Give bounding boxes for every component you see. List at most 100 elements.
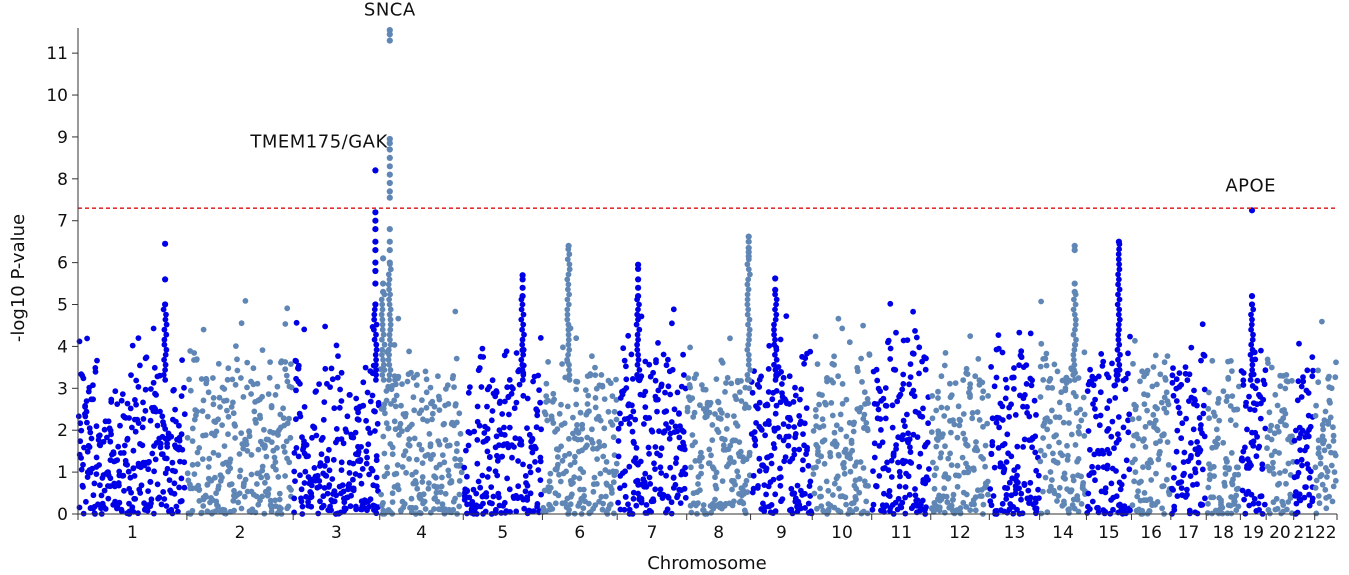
snp-point xyxy=(297,472,303,479)
snp-point xyxy=(438,483,445,490)
snp-point xyxy=(117,422,123,429)
snp-point xyxy=(1087,446,1093,453)
snp-point xyxy=(896,393,902,400)
snp-point xyxy=(1248,462,1254,469)
snp-point xyxy=(705,460,712,467)
snp-point xyxy=(324,455,330,462)
snp-point xyxy=(97,482,103,489)
peak-point xyxy=(372,280,379,287)
snp-point xyxy=(227,456,234,463)
snp-point xyxy=(886,488,893,494)
snp-point xyxy=(1240,370,1247,376)
snp-point xyxy=(313,432,320,439)
snp-point xyxy=(1296,491,1303,498)
gene-annotation: SNCA xyxy=(364,0,416,20)
x-tick-label: 4 xyxy=(416,523,427,543)
snp-point xyxy=(350,460,357,467)
snp-point xyxy=(1090,401,1096,407)
snp-point xyxy=(1283,480,1289,487)
y-tick-label: 3 xyxy=(57,379,68,399)
snp-point xyxy=(161,341,168,348)
snp-point xyxy=(120,450,127,456)
snp-point xyxy=(633,321,640,328)
snp-point xyxy=(1249,361,1256,368)
snp-point xyxy=(874,377,881,384)
snp-point xyxy=(163,311,169,318)
snp-point xyxy=(636,367,643,373)
snp-point xyxy=(804,444,810,451)
chromosome-12-points xyxy=(928,333,991,517)
snp-point xyxy=(1223,398,1230,404)
snp-point xyxy=(1071,311,1078,318)
snp-point xyxy=(139,424,146,431)
snp-point xyxy=(698,449,704,456)
snp-point xyxy=(1012,412,1019,418)
peak-point xyxy=(372,267,379,275)
snp-point xyxy=(162,426,169,432)
snp-point xyxy=(464,487,470,494)
snp-point xyxy=(674,389,681,396)
snp-point xyxy=(597,470,604,477)
snp-point xyxy=(476,422,483,429)
snp-point xyxy=(864,425,871,432)
snp-point xyxy=(1116,276,1122,283)
peak-point xyxy=(519,276,526,283)
snp-point xyxy=(685,375,692,381)
snp-point xyxy=(1047,375,1054,382)
snp-point xyxy=(800,431,806,437)
snp-point xyxy=(1246,393,1252,400)
snp-point xyxy=(1125,429,1132,436)
snp-point xyxy=(777,474,784,481)
snp-point xyxy=(914,497,921,503)
snp-point xyxy=(945,455,952,462)
snp-point xyxy=(902,484,909,490)
snp-point xyxy=(910,308,916,315)
snp-point xyxy=(1050,450,1056,457)
chromosome-11-points xyxy=(869,300,932,517)
y-tick-label: 4 xyxy=(57,337,68,357)
snp-point xyxy=(1001,441,1008,447)
snp-point xyxy=(1060,419,1067,426)
snp-point xyxy=(1023,362,1030,368)
snp-point xyxy=(865,400,871,406)
peak-point xyxy=(386,31,393,38)
snp-point xyxy=(896,468,903,475)
snp-point xyxy=(1316,500,1323,507)
snp-point xyxy=(1070,331,1077,338)
snp-point xyxy=(861,389,868,396)
snp-point xyxy=(380,433,387,440)
snp-point xyxy=(1003,459,1010,465)
snp-point xyxy=(814,505,820,512)
peak-chr7 xyxy=(633,261,643,383)
snp-point xyxy=(412,505,419,511)
snp-point xyxy=(1116,341,1123,348)
snp-point xyxy=(993,374,1000,381)
chromosome-5-points xyxy=(461,335,544,517)
snp-point xyxy=(1116,261,1122,268)
snp-point xyxy=(821,460,828,467)
snp-point xyxy=(457,430,464,437)
snp-point xyxy=(1056,484,1063,491)
snp-point xyxy=(125,468,132,475)
snp-point xyxy=(1104,462,1111,469)
snp-point xyxy=(744,291,751,298)
snp-point xyxy=(215,360,222,367)
snp-point xyxy=(448,478,455,484)
snp-point xyxy=(682,494,689,501)
snp-point xyxy=(1222,471,1229,477)
snp-point xyxy=(634,372,640,378)
peak-point xyxy=(372,226,379,233)
snp-point xyxy=(926,466,932,472)
snp-point xyxy=(1249,367,1256,373)
snp-point xyxy=(541,487,548,494)
snp-point xyxy=(255,446,262,453)
snp-point xyxy=(1267,427,1273,434)
peak-point xyxy=(380,280,387,287)
snp-point xyxy=(617,410,623,417)
snp-point xyxy=(150,325,157,332)
snp-point xyxy=(326,446,332,453)
snp-point xyxy=(807,348,814,355)
snp-point xyxy=(565,326,572,333)
peak-chr4 xyxy=(385,27,394,383)
snp-point xyxy=(621,357,628,364)
